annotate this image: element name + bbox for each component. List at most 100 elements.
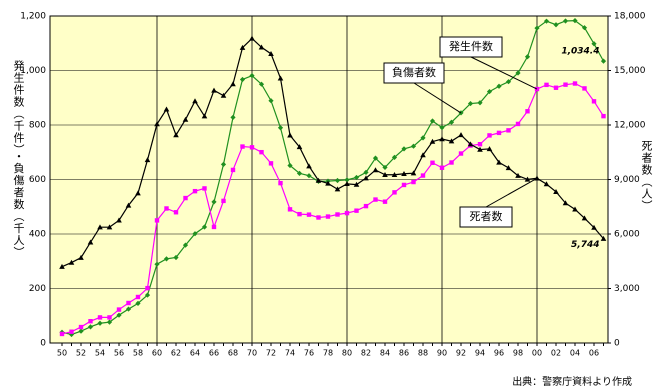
- point: [97, 320, 103, 326]
- point: [344, 181, 350, 187]
- point: [525, 109, 530, 114]
- x-tick-label: 98: [513, 349, 523, 358]
- point: [334, 186, 341, 192]
- point: [296, 144, 303, 150]
- point: [486, 146, 493, 152]
- point: [240, 144, 245, 149]
- y2-tick-label: 15,000: [614, 66, 646, 76]
- point: [259, 149, 264, 155]
- x-tick-label: 94: [475, 349, 485, 358]
- point: [448, 119, 455, 125]
- point: [173, 132, 179, 138]
- point: [59, 263, 65, 269]
- point: [524, 54, 531, 60]
- x-tick-label: 58: [133, 349, 143, 358]
- x-tick-label: 76: [304, 349, 314, 358]
- point: [296, 170, 303, 176]
- point: [591, 41, 597, 47]
- point: [524, 176, 531, 182]
- point: [173, 254, 179, 261]
- point: [353, 181, 360, 187]
- point: [600, 235, 607, 241]
- point: [116, 307, 122, 312]
- point: [572, 81, 578, 86]
- x-tick-label: 80: [342, 349, 352, 358]
- point: [506, 128, 511, 133]
- x-tick-label: 92: [456, 349, 466, 358]
- point: [97, 315, 103, 320]
- point: [306, 173, 312, 179]
- point: [182, 242, 189, 248]
- x-tick-label: 90: [437, 349, 447, 358]
- point: [97, 224, 103, 230]
- point: [392, 190, 397, 195]
- point: [78, 254, 84, 260]
- x-tick-label: 60: [152, 349, 162, 358]
- point: [487, 133, 492, 138]
- point: [325, 180, 331, 186]
- point: [220, 92, 227, 98]
- point: [591, 224, 597, 230]
- point: [145, 285, 150, 291]
- point: [306, 212, 312, 217]
- y-tick-label: 400: [29, 230, 46, 240]
- point: [87, 324, 94, 330]
- point: [581, 25, 588, 31]
- point: [391, 171, 398, 177]
- point: [429, 118, 436, 124]
- y-tick-label: 1,000: [20, 66, 46, 76]
- point: [439, 125, 445, 131]
- callout-line: [413, 82, 462, 114]
- point: [553, 85, 559, 90]
- point: [439, 136, 445, 142]
- point: [239, 76, 246, 83]
- series-line: [61, 37, 604, 268]
- point: [125, 202, 132, 208]
- point: [87, 239, 94, 245]
- point: [353, 174, 360, 181]
- x-tick-label: 88: [418, 349, 428, 358]
- point: [496, 130, 502, 136]
- point: [192, 188, 198, 194]
- point: [449, 160, 454, 165]
- x-tick-label: 64: [190, 349, 200, 358]
- point: [68, 331, 75, 338]
- series-line: [61, 82, 605, 335]
- point: [562, 18, 569, 24]
- point: [429, 138, 436, 144]
- y2-tick-label: 18,000: [614, 12, 646, 22]
- point: [467, 100, 474, 107]
- point: [306, 163, 312, 169]
- point: [363, 169, 369, 175]
- point: [334, 177, 341, 184]
- point: [420, 135, 426, 141]
- point: [78, 324, 84, 330]
- point: [278, 180, 283, 186]
- point: [543, 18, 550, 24]
- point: [505, 79, 512, 85]
- point: [505, 165, 512, 171]
- point: [363, 203, 369, 209]
- point: [582, 86, 587, 91]
- point: [154, 261, 160, 267]
- y-tick-label: 600: [29, 175, 46, 185]
- point: [220, 161, 227, 168]
- point: [515, 70, 521, 76]
- point: [601, 113, 606, 119]
- point: [201, 113, 208, 119]
- point: [382, 171, 388, 177]
- point: [496, 159, 502, 165]
- point: [135, 190, 141, 196]
- point: [144, 157, 151, 163]
- y2-tick-label: 6,000: [614, 230, 640, 240]
- point: [401, 182, 407, 188]
- callout-line: [470, 56, 538, 90]
- point: [486, 88, 493, 95]
- point: [391, 154, 398, 160]
- point: [230, 81, 236, 87]
- point: [135, 300, 141, 306]
- point: [211, 224, 217, 230]
- x-tick-label: 86: [399, 349, 409, 358]
- point: [420, 173, 426, 178]
